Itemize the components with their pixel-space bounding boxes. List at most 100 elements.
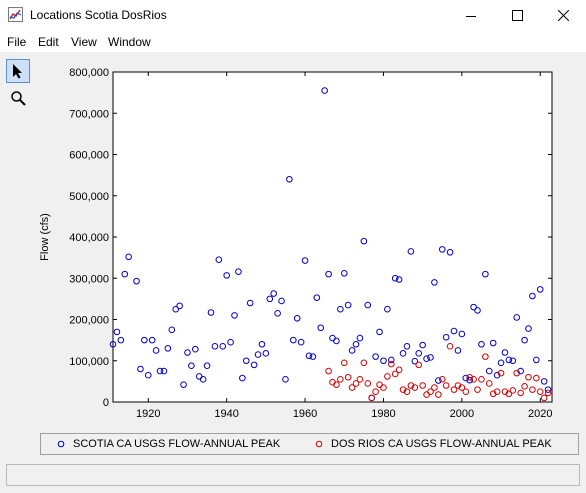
scotia-point [235, 268, 242, 275]
tool-palette [4, 57, 34, 457]
scotia-point [525, 325, 532, 332]
scotia-point [387, 356, 395, 364]
dos-rios-point [333, 381, 340, 388]
scotia-point [427, 354, 434, 361]
scotia-point [407, 248, 415, 255]
scotia-point [290, 336, 297, 344]
scotia-point [450, 327, 458, 335]
scotia-point [325, 270, 332, 278]
y-tick-label: 500,000 [69, 191, 109, 203]
scotia-point [489, 339, 497, 347]
x-tick-label: 2020 [528, 408, 552, 420]
maximize-icon [511, 10, 523, 21]
scotia-point [172, 305, 180, 313]
legend-entry-scotia: SCOTIA CA USGS FLOW-ANNUAL PEAK [57, 438, 280, 450]
scotia-point [380, 357, 387, 365]
scotia-point [521, 336, 528, 344]
menu-window[interactable]: Window [108, 35, 151, 49]
scatter-chart[interactable]: 0 100,000 200,000 300,000 400,000 500,000 600,… [36, 58, 581, 430]
zoom-tool-button[interactable] [6, 86, 30, 110]
dos-rios-point [395, 366, 403, 374]
menu-bar: File Edit View Window [0, 31, 586, 52]
scotia-point [176, 302, 183, 310]
scotia-point [352, 340, 360, 348]
maximize-button[interactable] [494, 0, 540, 31]
dos-rios-point [458, 384, 466, 391]
dos-rios-point [489, 390, 497, 398]
scotia-point [356, 334, 364, 342]
menu-view[interactable]: View [71, 35, 97, 49]
scotia-point [215, 256, 223, 263]
scotia-point [529, 292, 536, 300]
dos-rios-point [352, 380, 360, 387]
dos-rios-point [399, 386, 407, 393]
close-icon [557, 10, 569, 21]
dos-rios-point [427, 388, 434, 395]
scotia-point [344, 301, 352, 309]
scotia-point [282, 376, 289, 383]
scotia-point [246, 299, 254, 307]
y-tick-label: 0 [103, 397, 109, 409]
pointer-icon [13, 64, 22, 79]
scotia-point [242, 357, 250, 365]
scotia-point [466, 376, 473, 384]
dos-rios-point [403, 388, 411, 395]
close-button[interactable] [540, 0, 586, 31]
x-tick-label: 1940 [214, 408, 238, 420]
dos-rios-point [544, 389, 552, 397]
dos-rios-point [462, 388, 470, 395]
scotia-point [423, 355, 430, 362]
dos-rios-point [431, 384, 438, 391]
scotia-point [133, 277, 140, 285]
scotia-point [164, 345, 172, 352]
scotia-point [305, 352, 313, 360]
dos-rios-point [387, 360, 395, 368]
scotia-point [533, 356, 540, 364]
y-tick-label: 700,000 [69, 108, 109, 120]
dos-rios-point [337, 376, 344, 383]
scotia-point [152, 347, 160, 354]
dos-rios-point [344, 373, 352, 381]
legend-entry-dos-rios: DOS RIOS CA USGS FLOW-ANNUAL PEAK [315, 438, 552, 450]
scotia-point [144, 371, 152, 379]
menu-file[interactable]: File [7, 35, 27, 49]
menu-edit[interactable]: Edit [38, 35, 59, 49]
scotia-point [125, 253, 132, 261]
scotia-point [478, 340, 485, 348]
y-tick-label: 100,000 [69, 356, 109, 368]
dos-rios-point [438, 376, 446, 383]
scotia-point [497, 359, 505, 367]
scotia-point [517, 367, 524, 375]
x-tick-label: 1960 [293, 408, 317, 420]
scotia-point [485, 367, 493, 375]
dos-rios-point [478, 376, 485, 383]
chart-panel: 0 100,000 200,000 300,000 400,000 500,000 600,… [36, 58, 581, 430]
minimize-button[interactable] [448, 0, 494, 31]
scotia-point [274, 310, 281, 317]
x-tick-label: 1920 [136, 408, 160, 420]
zoom-icon [11, 91, 26, 106]
dos-rios-point [356, 376, 364, 383]
dos-rios-point [360, 359, 368, 367]
dos-rios-point [540, 394, 548, 402]
dos-rios-point [411, 384, 419, 391]
scotia-point [286, 175, 293, 183]
scotia-point [254, 351, 262, 358]
dos-rios-point [391, 370, 399, 378]
scotia-point [117, 336, 125, 344]
plot-area [112, 71, 553, 403]
dos-rios-point [325, 367, 332, 375]
scotia-point [536, 286, 544, 293]
scotia-point [148, 336, 156, 344]
chart-icon [8, 7, 23, 22]
pointer-tool-button[interactable] [6, 59, 30, 83]
scotia-point [317, 324, 325, 332]
scotia-point [513, 314, 521, 321]
y-tick-label: 300,000 [69, 273, 109, 285]
scotia-point [301, 257, 309, 264]
dos-rios-point [466, 373, 473, 381]
scotia-point [505, 356, 513, 364]
scotia-point [411, 357, 419, 365]
scotia-point [262, 350, 270, 357]
dos-rios-point [509, 387, 517, 394]
